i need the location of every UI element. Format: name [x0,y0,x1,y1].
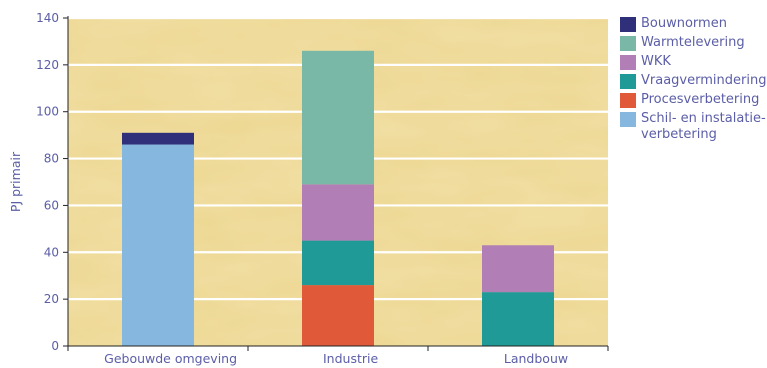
bars [122,50,554,346]
y-tick-label: 40 [44,245,59,259]
y-tick-label: 80 [44,152,59,166]
legend-swatch [620,55,636,70]
legend-swatch [620,74,636,89]
bar-segment-wkk [302,184,374,241]
bar-segment-procesverbetering [302,285,374,346]
legend-swatch [620,112,636,127]
y-tick-label: 60 [44,198,59,212]
y-tick-label: 20 [44,292,59,306]
legend-item-wkk: WKK [620,54,767,70]
bar-segment-wkk [482,245,554,293]
legend-label: Bouwnormen [641,16,727,31]
bar-segment-vraagvermindering [302,240,374,286]
bar-segment-schil-en-instalatie-verbetering [122,144,194,346]
y-tick-label: 100 [36,105,59,119]
x-tick-label: Industrie [323,351,378,366]
y-tick-label: 140 [36,11,59,25]
axes: 0 20 40 60 80 100 120 140 Gebouwde omgeving Indus… [36,11,609,366]
bar-segment-bouwnormen [122,132,194,145]
legend-item-schil-en-instalatie-verbetering: Schil- en instalatie-verbetering [620,111,767,143]
legend-label: Warmtelevering [641,35,745,50]
y-tick-label: 0 [51,339,59,353]
legend-swatch [620,36,636,51]
legend-item-warmtelevering: Warmtelevering [620,35,767,51]
y-axis-label: PJ primair [8,151,23,212]
x-tick-label: Gebouwde omgeving [104,351,237,366]
x-tick-label: Landbouw [504,351,568,366]
legend-label: WKK [641,54,671,69]
legend-swatch [620,93,636,108]
legend-label: Procesverbetering [641,92,760,107]
legend-item-vraagvermindering: Vraagvermindering [620,73,767,89]
legend-swatch [620,17,636,32]
bar-segment-warmtelevering [302,50,374,185]
legend-item-procesverbetering: Procesverbetering [620,92,767,108]
legend-label: Schil- en instalatie-verbetering [641,111,766,142]
legend: Bouwnormen Warmtelevering WKK Vraagverminde… [620,16,767,146]
legend-label: Vraagvermindering [641,73,767,88]
bar-segment-vraagvermindering [482,292,554,346]
legend-item-bouwnormen: Bouwnormen [620,16,767,32]
y-tick-label: 120 [36,58,59,72]
